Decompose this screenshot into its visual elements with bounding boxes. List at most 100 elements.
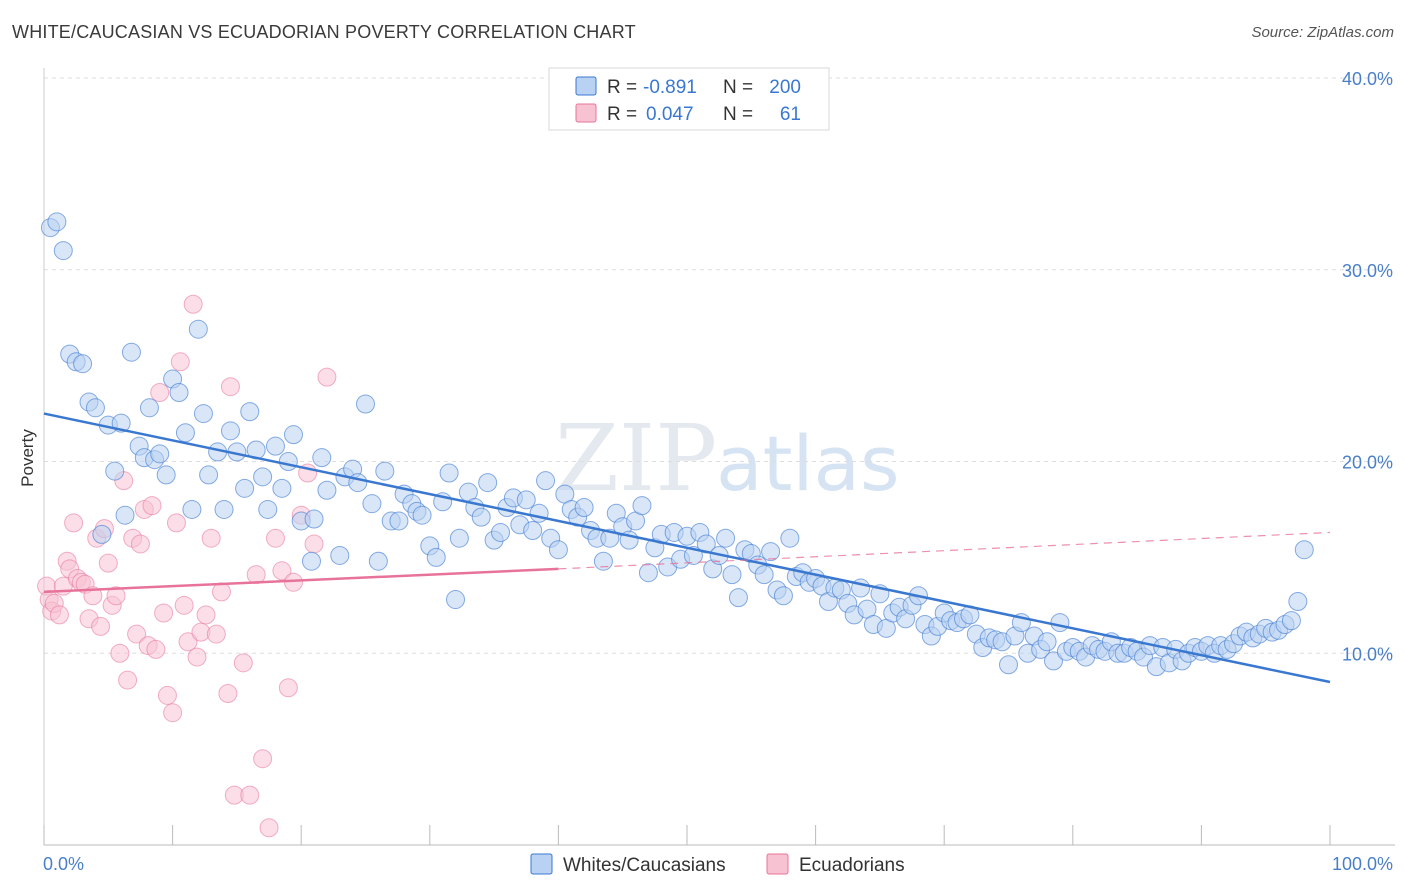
ecuadorian-point [218,684,238,704]
ecuadorian-point [206,624,226,644]
ecuadorian-point [278,678,298,698]
whites-points [40,212,1314,677]
watermark-atlas: atlas [716,419,900,508]
white-point [1281,611,1301,631]
legend-r-label: R = [607,104,637,125]
ecuadorian-point [106,586,126,606]
white-point [139,398,159,418]
ecuadorian-point [259,818,279,838]
ecuadorian-point [127,624,147,644]
white-point [182,499,202,519]
white-point [516,490,536,510]
legend-n-label: N = [723,104,753,125]
white-point [214,499,234,519]
ecuadorian-point [220,377,240,397]
ecuadorian-point [49,605,69,625]
y-tick-label: 20.0% [1342,453,1393,473]
white-point [105,461,125,481]
white-point [574,498,594,518]
white-point [199,465,219,485]
white-point [362,494,382,514]
bottom-legend-swatch-ecuadorians [766,853,789,875]
legend-n-label: N = [723,77,753,98]
white-point [312,448,332,468]
legend-n-value-whites: 200 [769,77,801,98]
ecuadorian-point [146,639,166,659]
white-point [389,511,409,531]
white-point [412,505,432,525]
white-point [258,499,278,519]
white-point [272,478,292,498]
white-point [92,524,112,544]
white-point [716,528,736,548]
white-point [449,528,469,548]
white-point [478,473,498,493]
ecuadorian-point [163,703,183,723]
ecuadorians-trend-extension [558,531,1331,570]
ecuadorian-point [64,513,84,533]
ecuadorian-point [265,528,285,548]
ecuadorian-point [178,632,198,652]
y-tick-label: 30.0% [1342,261,1393,281]
ecuadorian-point [118,670,138,690]
bottom-legend-whites: Whites/Caucasians [563,855,726,876]
white-point [536,471,556,491]
white-point [235,478,255,498]
ecuadorian-point [154,603,174,623]
y-axis-label: Poverty [18,429,37,487]
ecuadorian-point [317,367,337,387]
bottom-legend: Whites/Caucasians Ecuadorians [530,853,905,876]
ecuadorian-point [157,685,177,705]
ecuadorian-point [150,382,170,402]
white-point [593,551,613,571]
y-tick-label: 40.0% [1342,69,1393,89]
white-point [761,542,781,562]
x-tick-label-start: 0.0% [43,854,84,874]
ecuadorian-point [166,513,186,533]
white-point [471,507,491,527]
ecuadorian-point [83,586,103,606]
white-point [169,382,189,402]
white-point [253,467,273,487]
white-point [193,404,213,424]
white-point [188,319,208,339]
ecuadorian-point [253,749,273,769]
ecuadorian-point [233,653,253,673]
white-point [121,342,141,362]
ecuadorian-point [142,496,162,516]
ecuadorian-point [187,647,207,667]
ecuadorian-point [110,643,130,663]
watermark-zip: ZIP [555,405,717,512]
white-point [728,588,748,608]
white-point [304,509,324,529]
white-point [426,547,446,567]
legend-r-value-whites: -0.891 [643,77,697,98]
white-point [754,565,774,585]
white-point [1044,651,1064,671]
legend-r-label: R = [607,77,637,98]
ecuadorian-point [98,553,118,573]
white-point [548,540,568,560]
legend-r-value-ecuadorians: 0.047 [646,104,694,125]
white-point [150,444,170,464]
white-point [240,402,260,422]
white-point [348,473,368,493]
x-tick-labels: 0.0% 100.0% [43,854,1393,874]
y-tick-labels: 10.0% 20.0% 30.0% 40.0% [1342,69,1393,664]
white-point [638,563,658,583]
watermark: ZIP atlas [555,405,900,512]
white-point [446,590,466,610]
white-point [439,463,459,483]
bottom-legend-swatch-whites [530,853,553,875]
ecuadorian-point [272,561,292,581]
ecuadorian-point [130,534,150,554]
white-point [375,461,395,481]
white-point [1288,591,1308,611]
white-point [368,551,388,571]
ecuadorian-point [201,528,221,548]
legend-n-value-ecuadorians: 61 [780,104,801,125]
white-point [491,522,511,542]
white-point [999,655,1018,675]
legend: R = -0.891 N = 200 R = 0.047 N = 61 [548,67,830,131]
chart-source: Source: ZipAtlas.com [1251,24,1394,41]
